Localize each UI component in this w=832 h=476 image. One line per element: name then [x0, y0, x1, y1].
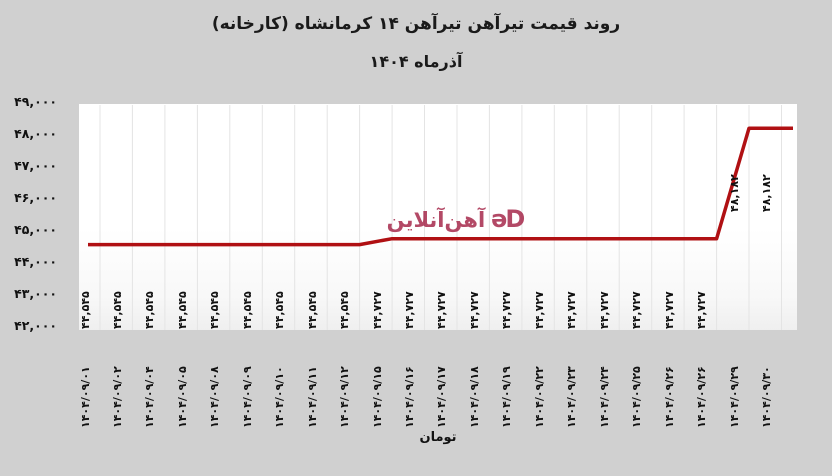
value-label: ۴۸,۱۸۲ — [759, 174, 773, 212]
plot-area — [79, 104, 797, 330]
value-label: ۴۴,۷۲۷ — [403, 291, 416, 329]
watermark-brand-text: آهن‌آنلاین — [386, 208, 486, 232]
date-label: ۱۴۰۴/۰۹/۰۴ — [143, 366, 157, 428]
value-label: ۴۴,۷۲۷ — [565, 291, 579, 329]
value-label: ۴۴,۷۲۷ — [467, 291, 481, 329]
date-label: ۱۴۰۴/۰۹/۱۹ — [500, 366, 514, 428]
date-label: ۱۴۰۴/۰۹/۰۲ — [110, 366, 124, 428]
date-label: ۱۴۰۴/۰۹/۲۴ — [597, 366, 611, 428]
value-label: ۴۴,۷۲۷ — [532, 291, 546, 329]
value-label: ۴۴,۵۴۵ — [78, 291, 92, 329]
y-tick-label: ۴۴,۰۰۰ — [14, 254, 57, 269]
date-label: ۱۴۰۴/۰۹/۰۹ — [240, 366, 254, 428]
date-label: ۱۴۰۴/۰۹/۱۷ — [435, 366, 449, 428]
y-tick-label: ۴۳,۰۰۰ — [14, 286, 57, 301]
date-label: ۱۴۰۴/۰۹/۰۱ — [78, 366, 92, 428]
value-label: ۴۴,۵۴۵ — [208, 291, 222, 329]
date-label: ۱۴۰۴/۰۹/۲۲ — [532, 366, 546, 428]
date-label: ۱۴۰۴/۰۹/۰۸ — [208, 366, 222, 428]
date-label: ۱۴۰۴/۰۹/۲۹ — [727, 366, 741, 428]
date-label: ۱۴۰۴/۰۹/۲۳ — [565, 366, 579, 428]
date-label: ۱۴۰۴/۰۹/۰۵ — [175, 366, 189, 428]
y-tick-label: ۴۷,۰۰۰ — [14, 158, 57, 173]
date-label: ۱۴۰۴/۰۹/۱۸ — [467, 366, 481, 428]
y-tick-label: ۴۵,۰۰۰ — [14, 222, 57, 237]
date-label: ۱۴۰۴/۰۹/۳۰ — [759, 366, 773, 428]
date-label: ۱۴۰۴/۰۹/۲۶ — [662, 366, 676, 428]
chart-title: روند قیمت تیرآهن تیرآهن ۱۴ کرمانشاه (کار… — [211, 14, 621, 34]
date-label: ۱۴۰۴/۰۹/۲۶ — [695, 366, 709, 428]
value-label: ۴۴,۵۴۵ — [273, 291, 287, 329]
value-label: ۴۸,۱۸۲ — [727, 174, 741, 212]
value-label: ۴۴,۷۲۷ — [500, 291, 514, 329]
x-axis-title: تومان — [419, 430, 457, 445]
date-label: ۱۴۰۴/۰۹/۱۰ — [273, 366, 287, 428]
chart-subtitle: آذرماه ۱۴۰۴ — [369, 52, 463, 71]
ahan-online-logo-icon: ǝD — [491, 205, 525, 233]
value-label: ۴۴,۵۴۵ — [110, 291, 124, 329]
y-tick-label: ۴۸,۰۰۰ — [14, 126, 57, 141]
value-label: ۴۴,۷۲۷ — [630, 291, 644, 329]
value-label: ۴۴,۵۴۵ — [305, 291, 319, 329]
date-label: ۱۴۰۴/۰۹/۱۵ — [370, 366, 384, 428]
y-tick-label: ۴۹,۰۰۰ — [14, 94, 57, 109]
value-label: ۴۴,۷۲۷ — [662, 291, 676, 329]
watermark: ǝD آهن‌آنلاین — [355, 200, 555, 240]
date-label: ۱۴۰۴/۰۹/۲۵ — [630, 366, 644, 428]
value-label: ۴۴,۷۲۷ — [370, 291, 384, 329]
value-label: ۴۴,۵۴۵ — [175, 291, 189, 329]
y-tick-label: ۴۲,۰۰۰ — [14, 318, 57, 333]
y-tick-label: ۴۶,۰۰۰ — [14, 190, 57, 205]
value-label: ۴۴,۷۲۷ — [695, 291, 709, 329]
date-label: ۱۴۰۴/۰۹/۱۶ — [403, 366, 416, 428]
date-label: ۱۴۰۴/۰۹/۱۱ — [305, 366, 319, 428]
value-label: ۴۴,۷۲۷ — [597, 291, 611, 329]
value-label: ۴۴,۷۲۷ — [435, 291, 449, 329]
value-label: ۴۴,۵۴۵ — [143, 291, 157, 329]
value-label: ۴۴,۵۴۵ — [240, 291, 254, 329]
date-label: ۱۴۰۴/۰۹/۱۲ — [338, 366, 352, 428]
value-label: ۴۴,۵۴۵ — [338, 291, 352, 329]
